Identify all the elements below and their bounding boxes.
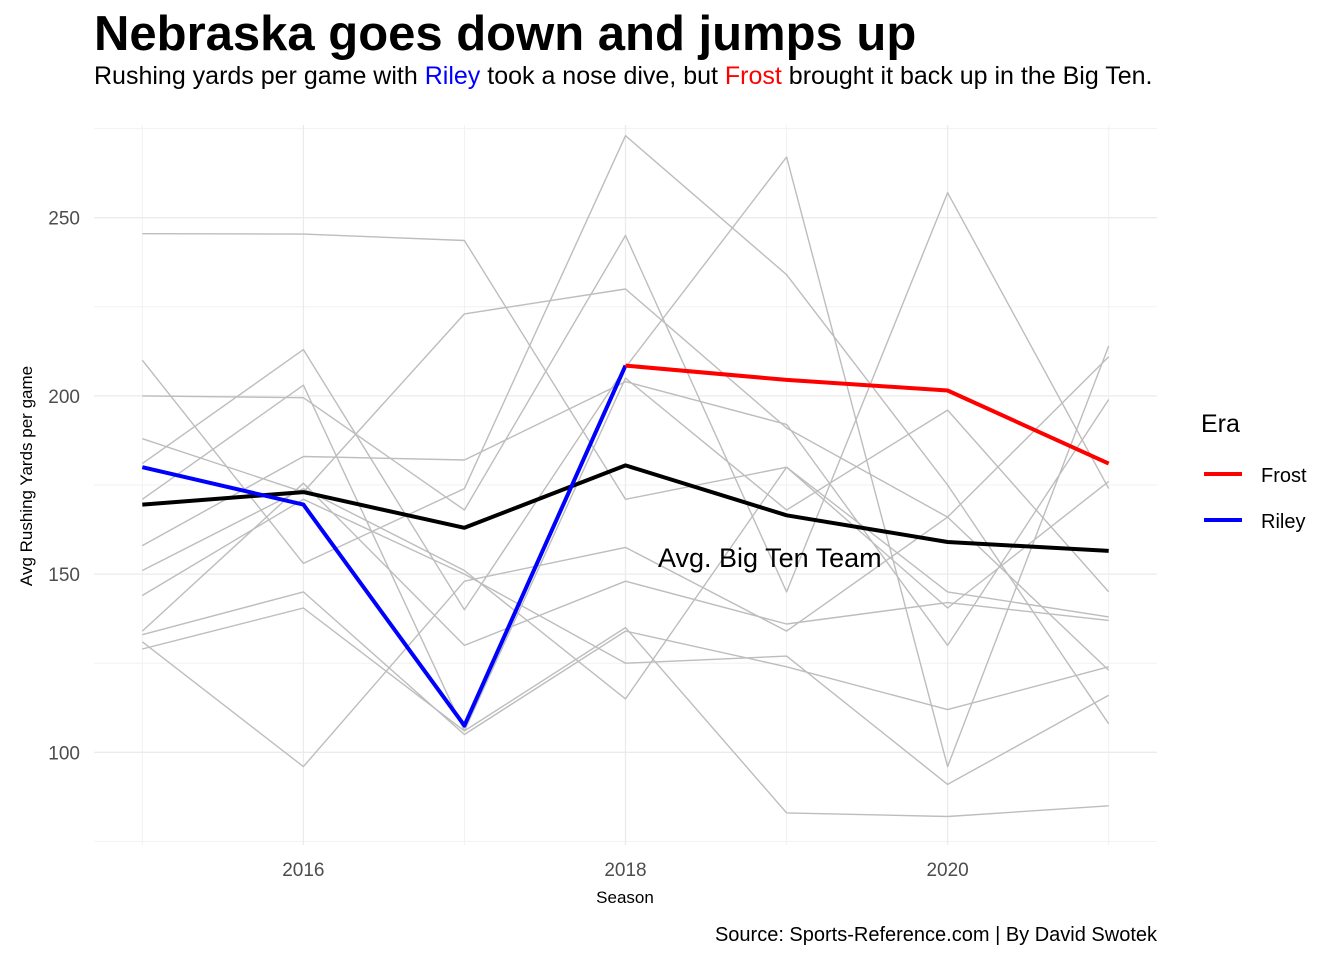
team-line — [141, 498, 1110, 786]
team-line — [141, 134, 1110, 725]
team-lines — [141, 134, 1110, 818]
subtitle-text-2: took a nose dive, but — [480, 62, 725, 90]
team-line — [141, 482, 1109, 647]
team-line — [142, 607, 1109, 818]
subtitle-riley: Riley — [424, 62, 481, 90]
x-axis-title: Season — [596, 888, 654, 907]
y-tick-label: 200 — [48, 387, 80, 408]
y-axis-title: Avg Rushing Yards per game — [17, 366, 36, 586]
caption: Source: Sports-Reference.com | By David … — [715, 924, 1158, 946]
average-line — [142, 463, 1109, 553]
legend-riley-label: Riley — [1261, 511, 1305, 533]
team-line — [142, 232, 1110, 609]
highlight-lines — [141, 363, 1110, 728]
x-tick-label: 2016 — [282, 860, 324, 881]
team-line — [141, 377, 1110, 732]
team-line — [142, 591, 1109, 736]
frost-line — [625, 363, 1110, 466]
y-tick-label: 100 — [48, 743, 80, 764]
subtitle-text-3: brought it back up in the Big Ten. — [781, 62, 1153, 90]
team-line — [141, 380, 1110, 647]
legend-title: Era — [1201, 410, 1240, 438]
chart-subtitle: Rushing yards per game with Riley took a… — [94, 60, 1184, 92]
legend: Era Frost Riley — [1201, 410, 1307, 533]
team-line — [142, 191, 1110, 593]
axis-ticks: 100 150 200 250 2016 2018 2020 — [48, 209, 968, 881]
subtitle-text-1: Rushing yards per game with — [94, 62, 425, 90]
annotation-avg-team: Avg. Big Ten Team — [658, 543, 882, 573]
x-tick-label: 2020 — [926, 860, 968, 881]
legend-frost-label: Frost — [1261, 465, 1307, 487]
x-tick-label: 2018 — [604, 860, 646, 881]
team-line — [141, 466, 1109, 700]
y-tick-label: 150 — [48, 565, 80, 586]
team-line — [141, 356, 1110, 768]
riley-line — [141, 364, 628, 728]
y-tick-label: 250 — [48, 209, 80, 230]
chart-title: Nebraska goes down and jumps up — [94, 7, 917, 61]
subtitle-frost: Frost — [724, 62, 782, 90]
